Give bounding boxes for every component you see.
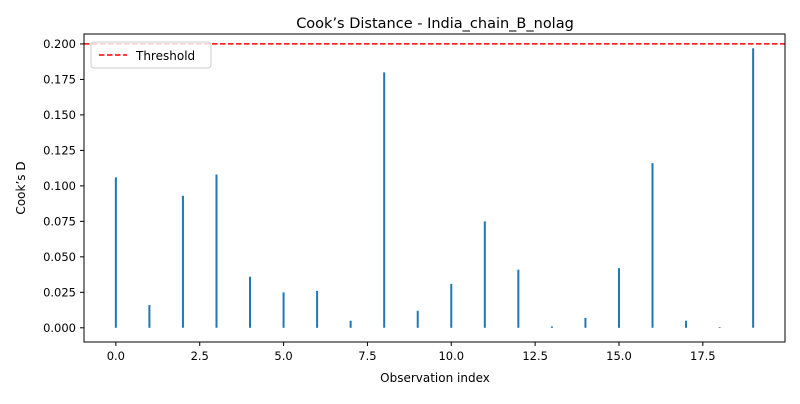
y-tick-label: 0.025	[43, 285, 76, 299]
y-tick-label: 0.200	[43, 37, 76, 51]
x-axis-ticks: 0.0 2.5 5.0 7.5 10.0 12.5 15.0 17.5	[107, 342, 716, 363]
y-tick-label: 0.150	[43, 108, 76, 122]
x-axis-label: Observation index	[380, 371, 490, 385]
x-tick-label: 7.5	[358, 349, 376, 363]
x-tick-label: 10.0	[438, 349, 464, 363]
legend: Threshold	[90, 41, 212, 69]
x-tick-label: 12.5	[522, 349, 548, 363]
x-tick-label: 5.0	[274, 349, 292, 363]
x-tick-label: 15.0	[606, 349, 632, 363]
bars-group	[114, 48, 755, 328]
y-tick-label: 0.000	[43, 321, 76, 335]
y-tick-label: 0.100	[43, 179, 76, 193]
y-tick-label: 0.075	[43, 214, 76, 228]
plot-frame	[83, 33, 786, 343]
x-tick-label: 0.0	[107, 349, 125, 363]
y-axis-label: Cook’s D	[14, 161, 28, 214]
legend-box	[90, 41, 212, 69]
x-tick-label: 17.5	[690, 349, 716, 363]
y-tick-label: 0.175	[43, 72, 76, 86]
y-axis-ticks: 0.000 0.025 0.050 0.075 0.100 0.125 0.150 0.175…	[43, 37, 84, 335]
x-tick-label: 2.5	[191, 349, 209, 363]
legend-threshold-label: Threshold	[135, 49, 195, 63]
chart-title: Cook’s Distance - India_chain_B_nolag	[296, 16, 574, 32]
y-tick-label: 0.050	[43, 250, 76, 264]
y-tick-label: 0.125	[43, 143, 76, 157]
